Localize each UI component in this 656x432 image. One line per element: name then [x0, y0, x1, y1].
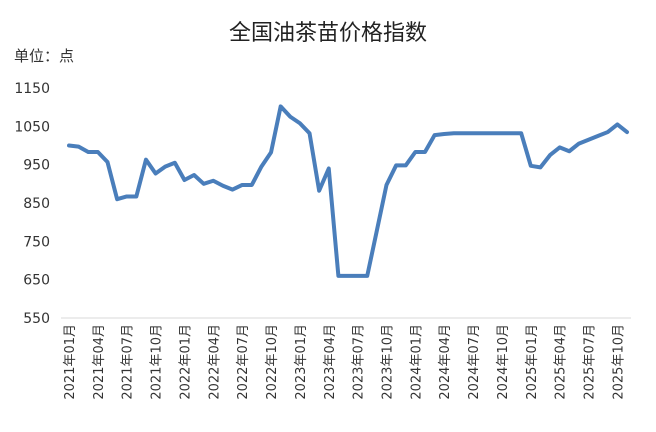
y-tick-label: 750 — [23, 234, 50, 250]
y-axis-ticks: 550 650 750 850 950 1050 1150 — [14, 81, 50, 327]
x-tick-label: 2025年04月 — [554, 324, 569, 400]
x-tick-label: 2022年10月 — [265, 324, 280, 400]
y-tick-label: 950 — [23, 158, 50, 174]
x-tick-label: 2023年10月 — [380, 324, 395, 400]
x-tick-label: 2025年01月 — [525, 324, 540, 400]
x-tick-label: 2022年01月 — [178, 324, 193, 400]
y-tick-label: 550 — [23, 311, 50, 327]
unit-label: 单位：点 — [14, 47, 74, 65]
y-tick-label: 1050 — [14, 119, 50, 135]
x-tick-label: 2025年07月 — [583, 324, 598, 400]
x-tick-label: 2023年04月 — [323, 324, 338, 400]
x-tick-label: 2024年07月 — [467, 324, 482, 400]
x-tick-label: 2024年01月 — [409, 324, 424, 400]
y-tick-label: 850 — [23, 196, 50, 212]
x-tick-label: 2024年04月 — [438, 324, 453, 400]
x-tick-label: 2021年04月 — [92, 324, 107, 400]
x-tick-label: 2025年10月 — [611, 324, 626, 400]
series-line — [67, 104, 629, 278]
x-tick-label: 2024年10月 — [496, 324, 511, 400]
x-tick-label: 2022年04月 — [207, 324, 222, 400]
x-tick-label: 2023年07月 — [352, 324, 367, 400]
x-tick-label: 2021年07月 — [121, 324, 136, 400]
x-tick-label: 2021年10月 — [150, 324, 165, 400]
x-tick-label: 2023年01月 — [294, 324, 309, 400]
x-tick-label: 2022年07月 — [236, 324, 251, 400]
x-tick-label: 2021年01月 — [63, 324, 78, 400]
y-tick-label: 650 — [23, 273, 50, 289]
y-tick-label: 1150 — [14, 81, 50, 97]
chart-title: 全国油茶苗价格指数 — [229, 21, 427, 46]
x-axis-ticks: 2021年01月 2021年04月 2021年07月 2021年10月 2022年01月… — [63, 324, 626, 400]
